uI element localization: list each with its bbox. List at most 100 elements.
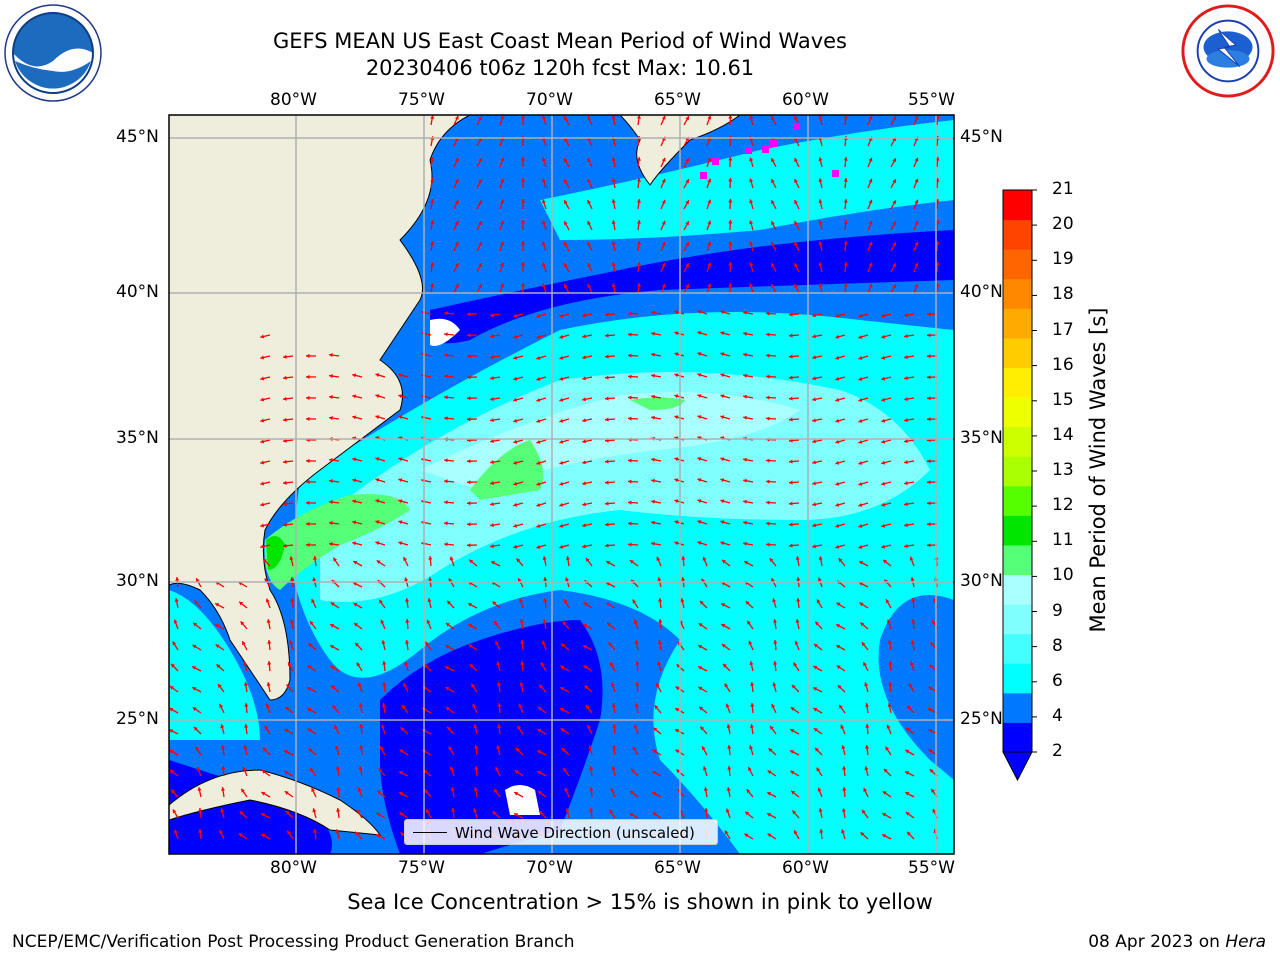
wind-arrow-head xyxy=(285,811,290,815)
wind-arrow-head xyxy=(497,682,502,686)
wind-arrow-head xyxy=(812,481,816,486)
wind-arrow-head xyxy=(927,459,931,464)
wind-arrow-head xyxy=(675,708,680,712)
wind-arrow-head xyxy=(243,682,248,686)
wind-arrow-head xyxy=(542,262,546,267)
wind-arrow-head xyxy=(909,556,914,561)
wind-arrow-head xyxy=(608,642,613,647)
wind-arrow-head xyxy=(244,724,249,728)
wind-arrow-head xyxy=(265,703,270,708)
wind-arrow-head xyxy=(243,745,248,750)
wind-arrow-head xyxy=(283,396,287,401)
wind-arrow-head xyxy=(883,559,888,564)
wind-arrow-head xyxy=(473,724,478,729)
wind-arrow-head xyxy=(584,685,589,690)
wind-arrow-head xyxy=(868,199,873,204)
lat-tick-left: 45°N xyxy=(116,127,159,147)
wind-arrow-head xyxy=(242,766,247,771)
wind-arrow-head xyxy=(927,501,931,506)
wind-arrow-head xyxy=(444,395,448,400)
wind-arrow-head xyxy=(652,749,657,754)
wind-arrow-head xyxy=(651,415,655,420)
sea-ice-cell xyxy=(700,172,707,179)
wind-arrow-head xyxy=(868,220,873,225)
nws-logo xyxy=(1181,4,1275,98)
wind-arrow-head xyxy=(375,373,380,378)
wind-arrow-head xyxy=(858,398,863,402)
wind-arrow-head xyxy=(405,598,410,602)
wind-arrow-head xyxy=(564,221,568,226)
wind-arrow-head xyxy=(583,665,588,670)
wind-arrow-head xyxy=(331,685,336,690)
wind-arrow-head xyxy=(858,314,863,318)
wind-arrow-head xyxy=(169,729,174,733)
wind-arrow-head xyxy=(261,834,266,838)
wind-arrow-head xyxy=(454,220,459,225)
wind-arrow-head xyxy=(454,157,459,162)
wind-arrow-head xyxy=(744,833,749,838)
wind-arrow-head xyxy=(430,220,435,224)
wind-arrow-head xyxy=(927,417,931,422)
wind-arrow-head xyxy=(795,619,800,623)
wind-arrow-head xyxy=(745,811,750,816)
wind-arrow-head xyxy=(582,460,586,465)
wind-arrow-head xyxy=(215,644,220,649)
wind-arrow-head xyxy=(685,263,689,268)
wind-arrow-head xyxy=(513,502,518,507)
wind-arrow-head xyxy=(728,157,733,161)
wind-arrow-head xyxy=(914,262,919,267)
wind-arrow-head xyxy=(175,577,180,581)
wind-arrow-head xyxy=(469,559,474,564)
wind-arrow-head xyxy=(260,460,265,465)
wind-arrow-head xyxy=(743,331,747,336)
wind-arrow-head xyxy=(697,499,702,503)
wind-arrow-head xyxy=(357,682,362,687)
wind-arrow-head xyxy=(818,157,823,162)
wind-arrow-head xyxy=(720,310,725,315)
wind-arrow-head xyxy=(356,662,361,667)
wind-arrow-head xyxy=(445,666,450,670)
wind-arrow-head xyxy=(451,808,456,812)
wind-arrow-head xyxy=(835,334,840,339)
wind-arrow-head xyxy=(707,199,712,204)
wind-arrow-head xyxy=(306,500,310,505)
wind-arrow-head xyxy=(399,792,404,796)
wind-arrow-head xyxy=(858,440,863,444)
wind-arrow-head xyxy=(721,644,726,648)
colorbar-tick-label: 20 xyxy=(1052,214,1074,235)
wind-arrow-head xyxy=(306,416,310,421)
wind-arrow-head xyxy=(197,787,202,791)
wind-arrow-head xyxy=(288,662,292,667)
wind-arrow-head xyxy=(445,687,450,691)
wind-arrow-head xyxy=(904,544,908,549)
wind-arrow-head xyxy=(219,703,224,708)
wind-arrow-head xyxy=(766,416,770,421)
wind-arrow-head xyxy=(447,726,451,731)
wind-arrow-head xyxy=(264,725,269,730)
wind-arrow-head xyxy=(631,768,636,773)
wind-arrow-head xyxy=(283,417,287,422)
wind-arrow-head xyxy=(354,623,358,627)
wind-arrow-head xyxy=(404,577,409,582)
wind-arrow-head xyxy=(380,746,384,751)
wind-arrow-head xyxy=(927,375,931,380)
lat-tick-right: 45°N xyxy=(960,127,1003,147)
wind-arrow-head xyxy=(308,748,313,753)
wind-arrow-head xyxy=(290,577,295,581)
wind-arrow-head xyxy=(812,460,816,465)
wind-arrow-head xyxy=(467,480,471,485)
wind-arrow-head xyxy=(381,640,386,645)
wind-arrow-head xyxy=(423,664,428,668)
wind-arrow-head xyxy=(307,687,312,691)
wind-arrow-head xyxy=(514,813,519,817)
wind-arrow-head xyxy=(794,179,798,183)
wind-arrow-head xyxy=(490,334,494,339)
wind-arrow-head xyxy=(169,686,174,690)
wind-arrow-head xyxy=(766,521,770,526)
wind-arrow-head xyxy=(743,499,747,504)
wind-arrow-head xyxy=(289,556,294,561)
wind-arrow-head xyxy=(239,811,244,815)
wind-arrow-head xyxy=(611,199,616,203)
wind-arrow-head xyxy=(332,705,337,710)
wind-arrow-head xyxy=(628,332,632,337)
